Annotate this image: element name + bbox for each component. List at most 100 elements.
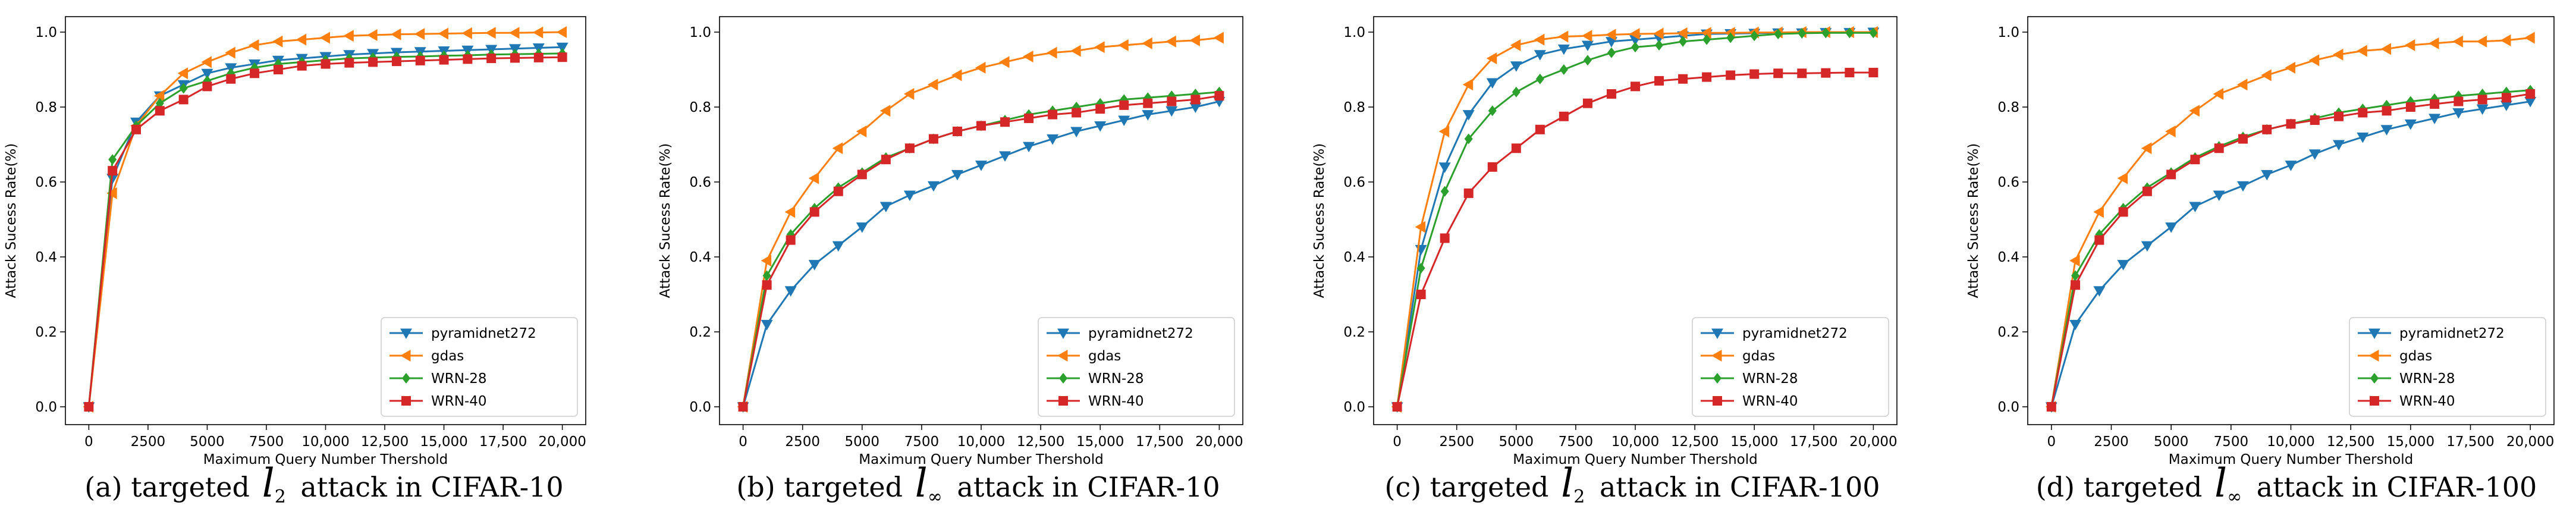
data-point-WRN-40 [2405, 102, 2415, 112]
x-tick-label: 0 [84, 434, 93, 450]
x-tick-label: 17,500 [1790, 434, 1837, 450]
data-point-pyramidnet272 [1142, 110, 1154, 121]
y-axis-label: Attack Sucess Rate(%) [4, 143, 19, 299]
caption-prefix: (a) targeted [84, 471, 258, 503]
data-point-WRN-28 [1559, 64, 1568, 75]
data-point-WRN-28 [2071, 270, 2080, 281]
data-point-WRN-40 [321, 59, 331, 69]
data-point-WRN-40 [2118, 207, 2128, 217]
data-point-WRN-40 [202, 81, 212, 92]
data-point-WRN-40 [762, 280, 772, 290]
chart-panel-4: 0 2500 5000 7500 10,000 12,500 15,000 17,500 20,… [1966, 16, 2555, 507]
data-point-gdas [2476, 35, 2487, 48]
data-point-WRN-40 [226, 74, 236, 84]
data-point-gdas [177, 67, 189, 80]
data-point-gdas [201, 56, 212, 68]
data-point-WRN-28 [762, 270, 771, 281]
data-point-gdas [2285, 61, 2295, 74]
y-tick-label: 1.0 [35, 25, 57, 40]
data-point-WRN-40 [2334, 111, 2344, 121]
data-point-gdas [1557, 30, 1569, 43]
x-tick-label: 2500 [2094, 434, 2129, 450]
x-axis-label: Maximum Query Number Thershold [2169, 452, 2413, 467]
x-tick-label: 10,000 [1611, 434, 1659, 450]
legend-label-pyramidnet272: pyramidnet272 [1088, 326, 1193, 341]
data-point-pyramidnet272 [556, 42, 568, 54]
legend-marker-pyramidnet272 [2368, 328, 2380, 339]
x-tick-label: 15,000 [2387, 434, 2434, 450]
data-point-gdas [1213, 32, 1224, 44]
data-point-WRN-28 [1702, 34, 1711, 45]
data-point-WRN-40 [84, 402, 94, 412]
caption-suffix: attack in CIFAR-10 [292, 471, 564, 503]
legend-label-WRN-28: WRN-28 [2399, 371, 2455, 387]
data-point-WRN-40 [904, 143, 915, 153]
data-point-WRN-40 [2286, 119, 2296, 129]
data-point-WRN-40 [557, 52, 567, 62]
data-point-pyramidnet272 [832, 241, 844, 252]
data-point-WRN-28 [1798, 27, 1807, 39]
x-tick-label: 5000 [2154, 434, 2189, 450]
data-point-pyramidnet272 [1023, 142, 1035, 153]
series-WRN-40 [738, 91, 1224, 412]
data-point-gdas [2236, 79, 2248, 91]
legend-label-gdas: gdas [431, 349, 464, 364]
data-point-WRN-40 [2142, 186, 2152, 196]
data-point-gdas [2500, 34, 2511, 46]
data-point-WRN-28 [1821, 27, 1830, 39]
legend: pyramidnet272 gdas WRN-28 WRN-40 [381, 317, 578, 417]
legend-marker-gdas [2368, 350, 2379, 362]
legend-marker-pyramidnet272 [1057, 328, 1069, 339]
data-point-WRN-40 [2477, 95, 2487, 105]
caption-norm-symbol: l [1561, 460, 1573, 506]
data-point-WRN-40 [368, 57, 378, 67]
data-point-WRN-40 [2214, 143, 2224, 153]
data-point-gdas [319, 32, 330, 44]
data-point-gdas [343, 30, 354, 42]
data-point-WRN-40 [2382, 106, 2392, 116]
x-tick-label: 7500 [2214, 434, 2249, 450]
data-point-WRN-40 [273, 65, 283, 74]
data-point-pyramidnet272 [2236, 181, 2249, 192]
data-point-pyramidnet272 [2524, 97, 2537, 108]
y-tick-label: 0.4 [1343, 250, 1365, 265]
data-point-gdas [1142, 37, 1152, 49]
data-point-WRN-40 [809, 207, 819, 217]
y-tick-label: 0.8 [1343, 100, 1365, 115]
data-point-WRN-40 [2454, 96, 2464, 106]
x-tick-label: 15,000 [1730, 434, 1778, 450]
legend-label-pyramidnet272: pyramidnet272 [431, 326, 536, 341]
caption-prefix: (c) targeted [1385, 471, 1558, 503]
legend-marker-WRN-40 [1713, 396, 1722, 406]
data-point-gdas [1677, 27, 1688, 39]
data-point-WRN-40 [1702, 72, 1712, 82]
data-point-gdas [975, 61, 986, 74]
data-point-gdas [927, 79, 938, 91]
x-tick-label: 15,000 [1076, 434, 1124, 450]
data-point-pyramidnet272 [2357, 132, 2369, 143]
data-point-gdas [153, 90, 165, 102]
y-axis-label: Attack Sucess Rate(%) [1966, 143, 1981, 299]
data-point-WRN-40 [1024, 113, 1034, 123]
data-point-gdas [1166, 35, 1176, 48]
data-point-gdas [1023, 50, 1033, 62]
data-point-WRN-40 [1749, 69, 1760, 79]
data-point-WRN-40 [738, 402, 748, 412]
x-tick-label: 12,500 [1671, 434, 1719, 450]
legend-marker-WRN-40 [401, 396, 411, 406]
legend-marker-WRN-28 [1059, 373, 1067, 384]
x-tick-label: 17,500 [2446, 434, 2494, 450]
data-point-WRN-40 [1606, 89, 1616, 99]
data-point-pyramidnet272 [999, 151, 1011, 162]
data-point-WRN-40 [178, 95, 189, 105]
data-point-WRN-40 [1773, 68, 1783, 79]
data-point-WRN-28 [1869, 27, 1878, 39]
data-point-pyramidnet272 [856, 222, 868, 233]
data-point-pyramidnet272 [2404, 119, 2417, 130]
data-point-WRN-28 [1845, 27, 1854, 39]
data-point-WRN-28 [1488, 105, 1497, 117]
y-tick-label: 0.8 [35, 100, 57, 115]
data-point-WRN-40 [1095, 104, 1105, 114]
x-tick-label: 17,500 [1136, 434, 1183, 450]
